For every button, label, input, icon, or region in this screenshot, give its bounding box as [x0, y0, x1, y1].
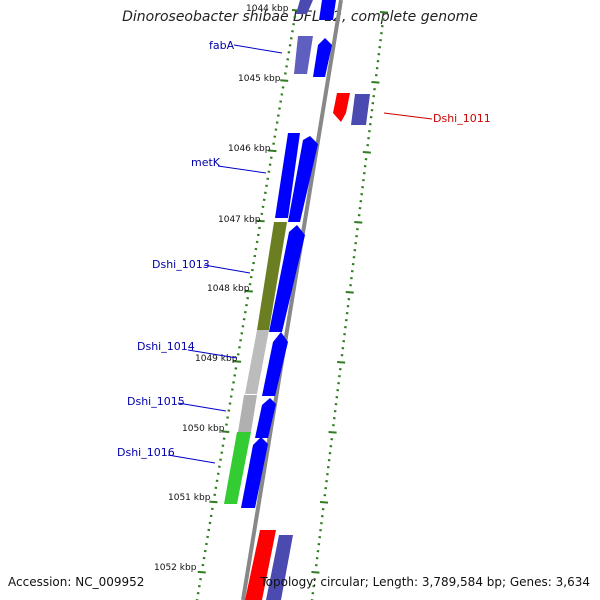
kbp-label-1044: 1044 kbp	[246, 4, 289, 14]
outer-tick-70	[319, 501, 329, 504]
outer-tick-30	[354, 221, 363, 224]
inner-tick-40	[244, 289, 253, 293]
kbp-labels: 1044 kbp 1045 kbp 1046 kbp 1047 kbp 1048…	[154, 4, 289, 573]
gene-arrow-Dshi_1016-partner[interactable]	[241, 437, 268, 508]
gene-arrow-Dshi_1013-partner[interactable]	[269, 225, 305, 332]
gene-block-bottom-slate[interactable]	[266, 535, 293, 600]
inner-tick-20	[268, 149, 277, 153]
gene-label-Dshi_1011[interactable]: Dshi_1011	[433, 112, 491, 125]
outer-tick-80	[311, 571, 320, 574]
gene-arrow-Dshi_1015-partner[interactable]	[255, 398, 276, 438]
kbp-label-1045: 1045 kbp	[238, 74, 281, 84]
leader-line-Dshi_1013	[203, 264, 251, 274]
inner-tick-ring	[195, 9, 301, 600]
outer-tick-60	[328, 431, 337, 434]
inner-gene-track	[224, 0, 313, 600]
kbp-label-1047: 1047 kbp	[218, 215, 261, 225]
gene-arrow-top-blue[interactable]	[319, 0, 336, 20]
inner-tick-30	[256, 219, 265, 223]
outer-tick-40	[345, 291, 354, 294]
gene-block-top-slate[interactable]	[296, 0, 313, 14]
gene-block-fabA[interactable]	[294, 36, 313, 74]
leader-line-Dshi_1016	[167, 454, 216, 464]
gene-block-metK[interactable]	[275, 133, 300, 218]
gene-arrow-Dshi_1011[interactable]	[333, 93, 350, 122]
genome-title: Dinoroseobacter shibae DFL 12, complete …	[122, 9, 478, 25]
gene-block-Dshi_1011-partner[interactable]	[351, 94, 370, 125]
gene-block-Dshi_1015[interactable]	[238, 395, 257, 432]
outer-tick-ring	[310, 11, 389, 600]
leader-line-metK	[217, 165, 267, 174]
outer-gene-track	[241, 0, 336, 600]
inner-tick-10	[280, 79, 289, 82]
gene-label-Dshi_1015[interactable]: Dshi_1015	[127, 395, 185, 408]
accession-text: Accession: NC_009952	[8, 575, 145, 589]
gene-block-Dshi_1013[interactable]	[257, 222, 287, 330]
gene-arrow-Dshi_1014-partner[interactable]	[262, 332, 288, 396]
gene-arrow-fabA-partner[interactable]	[313, 38, 332, 77]
kbp-label-1046: 1046 kbp	[228, 144, 271, 154]
far-outer-gene-track	[333, 93, 370, 125]
gene-label-Dshi_1013[interactable]: Dshi_1013	[152, 258, 210, 271]
inner-tick-80	[197, 570, 206, 574]
gene-label-group: fabA Dshi_1011 metK Dshi_1013 Dshi_1014 …	[117, 39, 491, 464]
gene-block-Dshi_1014[interactable]	[245, 330, 269, 394]
outer-tick-20	[362, 151, 371, 154]
genome-backbone	[241, 0, 343, 600]
kbp-label-1050: 1050 kbp	[182, 424, 225, 434]
leader-line-Dshi_1011	[383, 112, 433, 120]
gene-label-metK[interactable]: metK	[191, 156, 221, 169]
gene-label-Dshi_1016[interactable]: Dshi_1016	[117, 446, 175, 459]
leader-line-Dshi_1014	[187, 349, 238, 359]
kbp-label-1051: 1051 kbp	[168, 493, 211, 503]
kbp-label-1049: 1049 kbp	[195, 354, 238, 364]
gene-block-bottom-red[interactable]	[245, 530, 276, 600]
gene-label-Dshi_1014[interactable]: Dshi_1014	[137, 340, 195, 353]
gene-label-fabA[interactable]: fabA	[209, 39, 235, 52]
kbp-label-1048: 1048 kbp	[207, 284, 250, 294]
kbp-label-1052: 1052 kbp	[154, 563, 197, 573]
leader-line-fabA	[233, 44, 283, 54]
topology-text: Topology: circular; Length: 3,789,584 bp…	[260, 575, 590, 589]
inner-tick-70	[209, 500, 218, 504]
outer-tick-10	[371, 81, 380, 84]
inner-tick-60	[221, 430, 230, 434]
leader-line-Dshi_1015	[177, 402, 227, 412]
gene-block-Dshi_1016[interactable]	[224, 432, 251, 504]
outer-tick-0	[379, 11, 389, 14]
outer-tick-50	[337, 361, 346, 364]
inner-tick-50	[232, 360, 242, 363]
gene-arrow-metK-partner[interactable]	[288, 136, 318, 222]
